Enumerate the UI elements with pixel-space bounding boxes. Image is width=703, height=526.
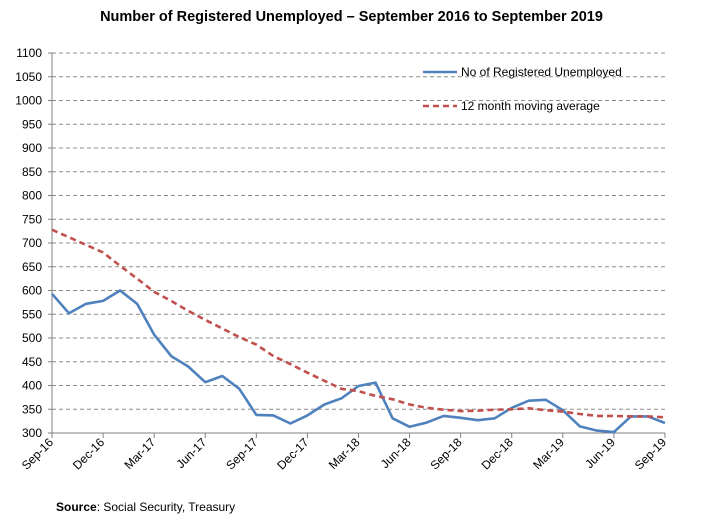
y-tick-label: 500 [22,331,42,345]
y-tick-label: 850 [22,165,42,179]
y-tick-label: 750 [22,212,42,226]
legend-label: 12 month moving average [461,99,600,113]
axes [51,53,665,434]
y-tick-label: 1100 [16,46,42,60]
y-tick-label: 650 [22,260,42,274]
x-tick-label: Sep-19 [632,435,669,472]
chart-title: Number of Registered Unemployed – Septem… [100,9,603,25]
y-tick-label: 300 [22,426,42,440]
legend: No of Registered Unemployed 12 month movi… [423,65,622,113]
series-line-registered-unemployed [51,289,666,434]
source-text: : Social Security, Treasury [96,500,236,514]
x-tick-label: Jun-19 [582,435,618,471]
y-tick-label: 350 [22,402,42,416]
x-tick-label: Mar-17 [122,435,159,472]
y-tick-label: 1050 [15,70,42,84]
x-tick-label: Dec-16 [70,435,107,472]
y-tick-label: 700 [22,236,42,250]
y-tick-label: 1000 [15,94,42,108]
series-line-moving-average [51,228,666,419]
series-lines [51,228,666,434]
legend-label: No of Registered Unemployed [461,65,622,79]
x-axis-ticks: Sep-16 Dec-16 Mar-17 Jun-17 Sep-17 Dec-17 Mar-… [19,433,669,472]
x-tick-label: Sep-18 [428,435,465,472]
source-note: Source: Social Security, Treasury [56,500,235,514]
y-tick-label: 550 [22,307,42,321]
y-tick-label: 450 [22,355,42,369]
y-tick-label: 950 [22,117,42,131]
y-tick-label: 800 [22,189,42,203]
x-tick-label: Mar-18 [326,435,363,472]
x-tick-label: Sep-17 [223,435,260,472]
x-tick-label: Mar-19 [530,435,567,472]
y-tick-label: 400 [22,379,42,393]
x-tick-label: Dec-18 [479,435,516,472]
x-tick-label: Jun-17 [174,435,210,471]
x-tick-label: Dec-17 [274,435,311,472]
x-tick-label: Sep-16 [19,435,56,472]
y-tick-label: 600 [22,284,42,298]
y-axis-ticks: 300 350 400 450 500 550 600 650 700 750 800 850 900 9… [15,46,52,440]
x-tick-label: Jun-18 [378,435,414,471]
y-tick-label: 900 [22,141,42,155]
source-label: Source [56,500,97,514]
